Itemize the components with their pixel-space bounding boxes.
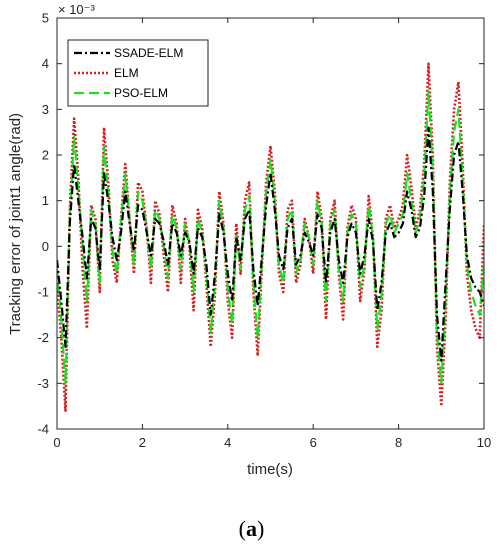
figure-caption: (a) bbox=[0, 516, 503, 542]
y-tick-label: 1 bbox=[42, 193, 49, 208]
legend-label-pso-elm: PSO-ELM bbox=[114, 86, 168, 100]
legend-label-ssade-elm: SSADE-ELM bbox=[114, 46, 183, 60]
x-tick-label: 2 bbox=[139, 435, 146, 450]
x-axis-label: time(s) bbox=[247, 461, 293, 478]
plot-frame bbox=[56, 17, 485, 430]
x-tick-label: 0 bbox=[53, 435, 60, 450]
x-tick-label: 8 bbox=[395, 435, 402, 450]
y-tick-label: -4 bbox=[37, 422, 49, 437]
series-line-ssade-elm bbox=[57, 126, 484, 362]
x-axis: 0 2 4 6 8 10 bbox=[53, 18, 491, 450]
x-tick-label: 10 bbox=[477, 435, 491, 450]
series-layer bbox=[57, 62, 484, 413]
y-tick-label: -1 bbox=[37, 285, 49, 300]
y-tick-label: 3 bbox=[42, 102, 49, 117]
caption-close-paren: ) bbox=[257, 516, 265, 541]
tracking-error-chart: 0 2 4 6 8 10 -4 -3 -2 -1 0 1 2 3 4 5 × 10⁻³ time(s) Tr… bbox=[7, 2, 491, 478]
y-tick-label: 5 bbox=[42, 11, 49, 26]
caption-letter: a bbox=[246, 516, 257, 541]
y-tick-label: 2 bbox=[42, 148, 49, 163]
x-tick-label: 6 bbox=[310, 435, 317, 450]
legend: SSADE-ELM ELM PSO-ELM bbox=[67, 39, 209, 107]
y-axis-label: Tracking error of joint1 angle(rad) bbox=[7, 113, 24, 335]
y-tick-label: 4 bbox=[42, 56, 49, 71]
caption-open-paren: ( bbox=[238, 516, 246, 541]
y-axis: -4 -3 -2 -1 0 1 2 3 4 5 bbox=[37, 11, 484, 437]
y-tick-label: -3 bbox=[37, 376, 49, 391]
legend-label-elm: ELM bbox=[114, 66, 139, 80]
exponent-label: × 10⁻³ bbox=[58, 2, 96, 17]
x-tick-label: 4 bbox=[224, 435, 231, 450]
y-tick-label: -2 bbox=[37, 330, 49, 345]
series-line-pso-elm bbox=[57, 89, 484, 385]
y-tick-label: 0 bbox=[42, 239, 49, 254]
